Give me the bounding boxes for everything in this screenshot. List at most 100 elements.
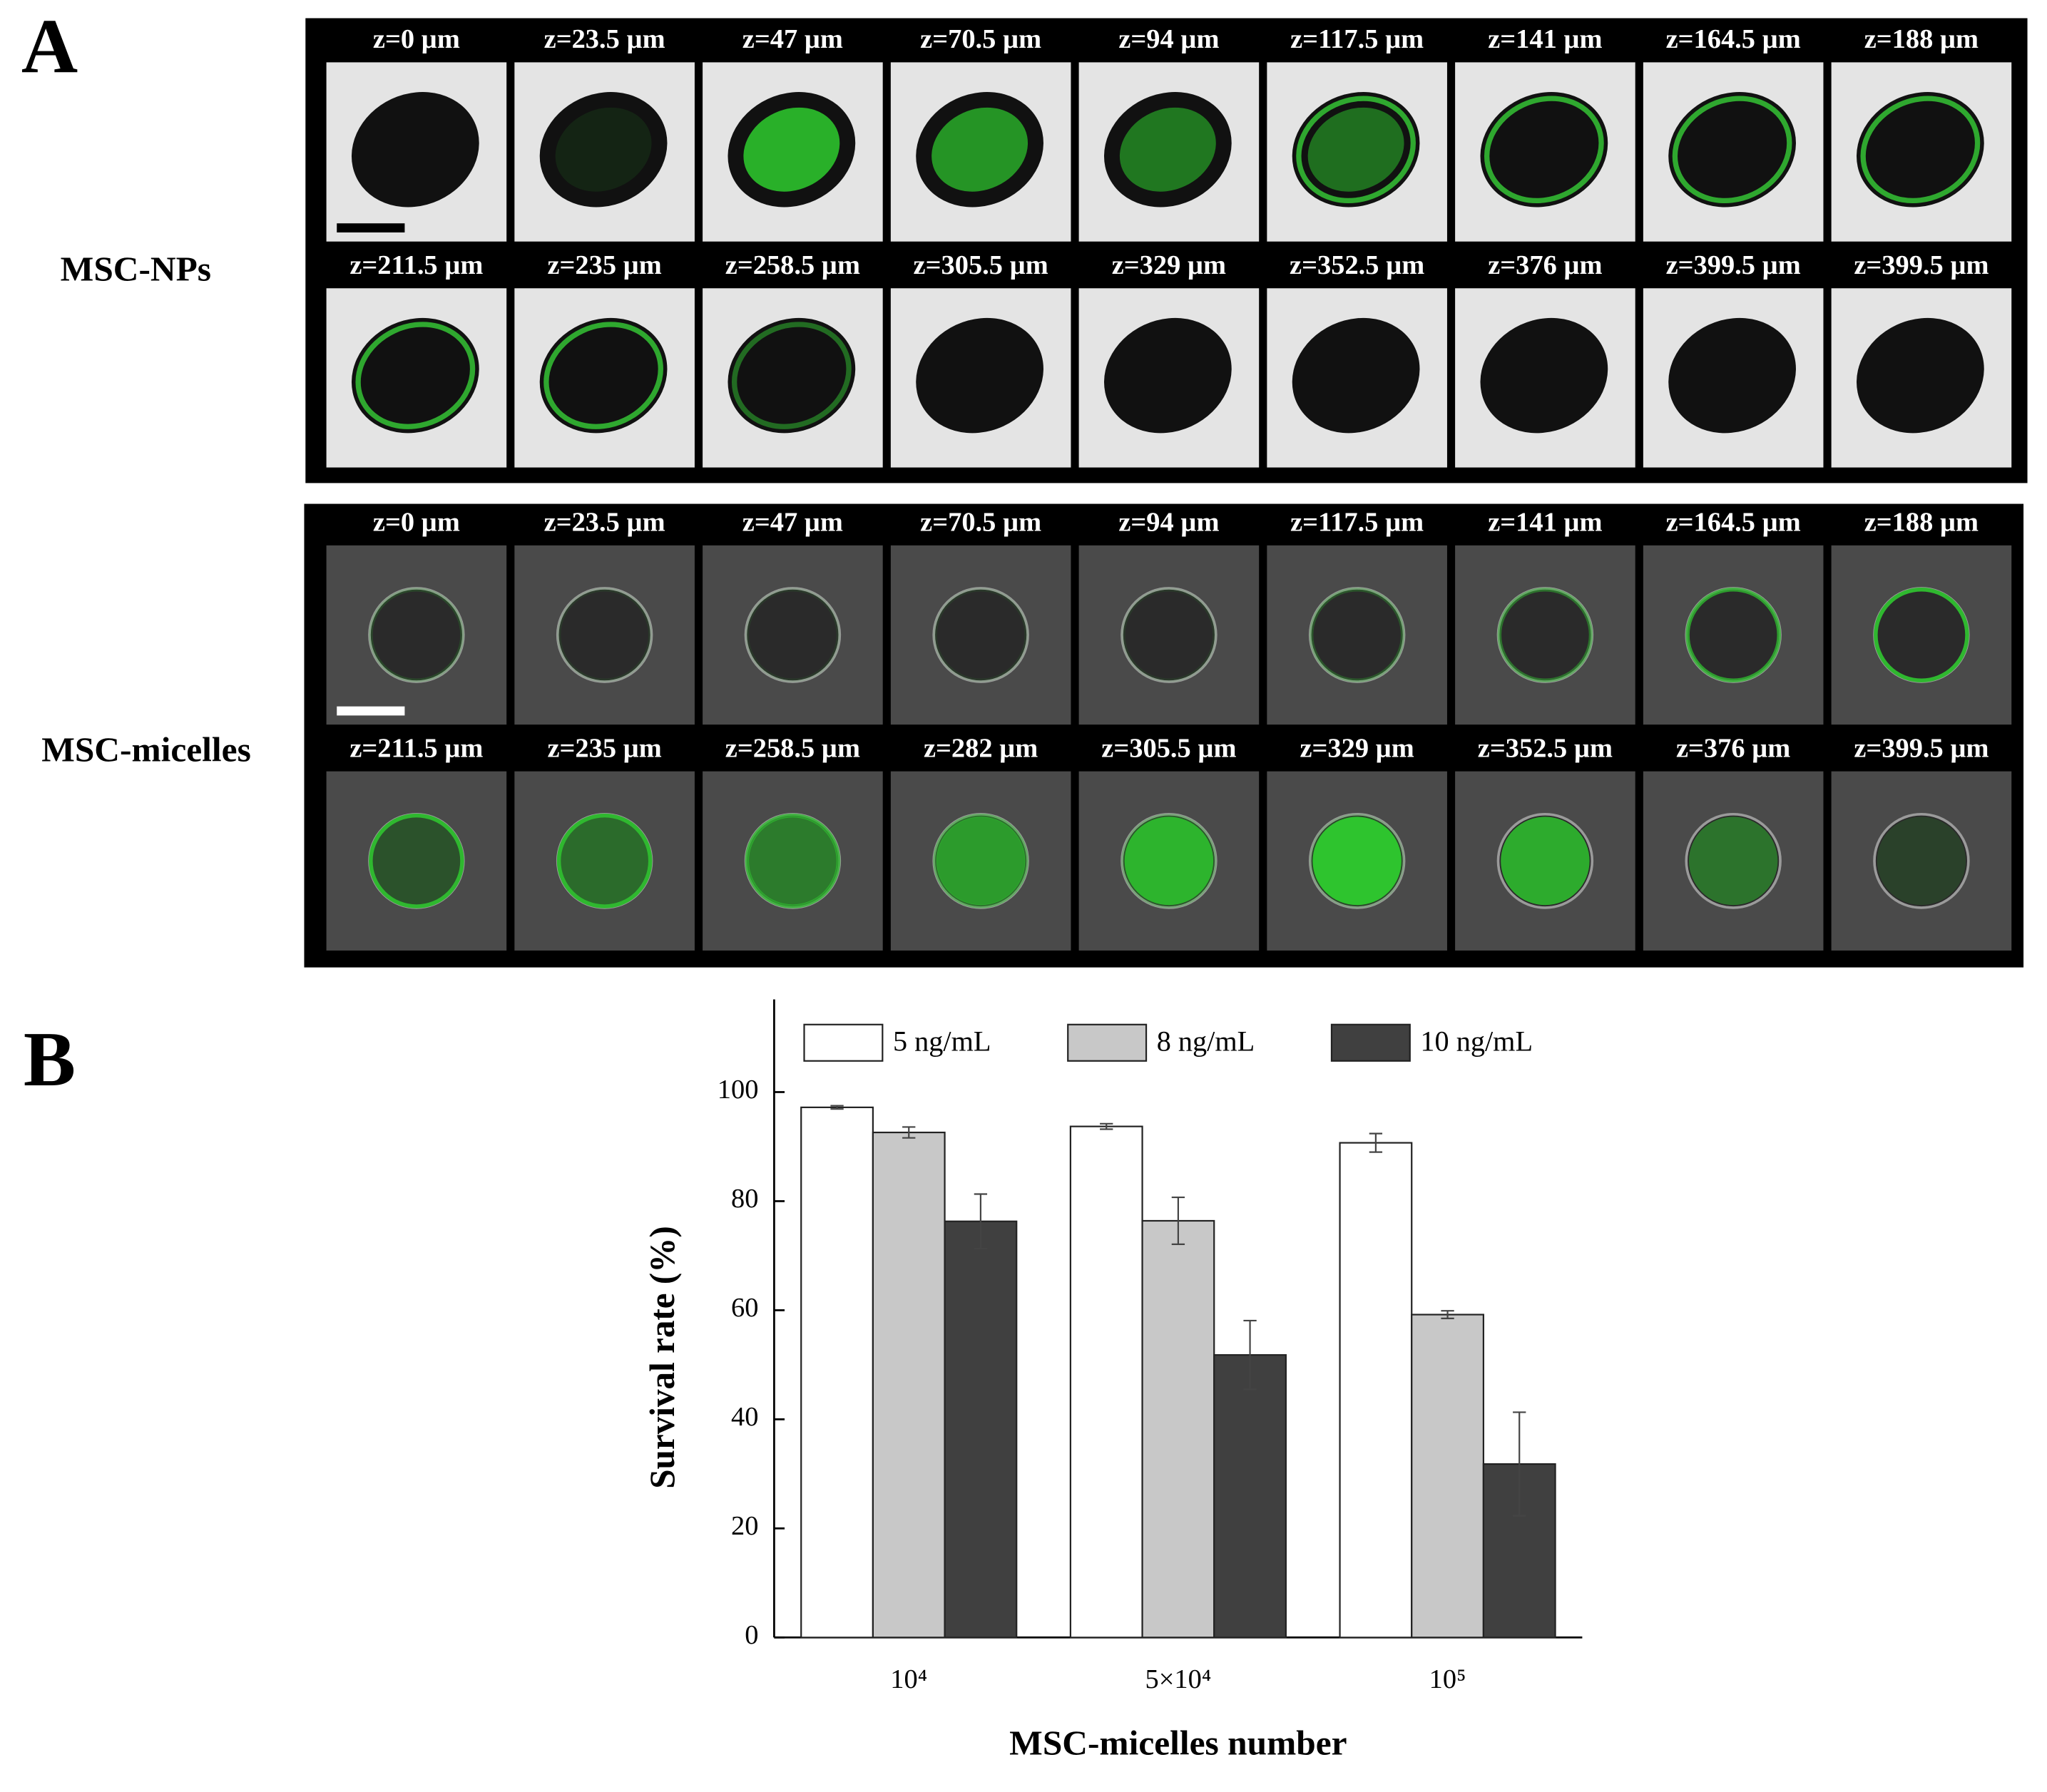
spheroid bbox=[1857, 317, 1984, 434]
depth-label: z=94 µm bbox=[1118, 24, 1219, 54]
bar bbox=[872, 1131, 946, 1639]
depth-label: z=94 µm bbox=[1118, 508, 1219, 538]
fluorescence-ring bbox=[1121, 813, 1217, 908]
depth-label: z=329 µm bbox=[1112, 250, 1226, 280]
fluorescence-ring bbox=[1309, 588, 1405, 682]
error-bar bbox=[974, 1193, 988, 1250]
fluorescence-ring bbox=[745, 588, 841, 682]
depth-label: z=188 µm bbox=[1864, 24, 1979, 54]
depth-label: z=47 µm bbox=[742, 508, 843, 538]
bar bbox=[1411, 1314, 1484, 1639]
fluorescence-ring bbox=[731, 322, 852, 429]
depth-label: z=117.5 µm bbox=[1290, 508, 1424, 538]
spheroid bbox=[1668, 92, 1796, 208]
fluorescence-ring bbox=[556, 588, 653, 682]
depth-label: z=235 µm bbox=[547, 733, 661, 763]
row-label: MSC-micelles bbox=[41, 730, 251, 769]
fluorescence bbox=[372, 816, 461, 906]
depth-label: z=282 µm bbox=[924, 733, 1038, 763]
depth-label: z=70.5 µm bbox=[920, 24, 1041, 54]
depth-label: z=164.5 µm bbox=[1666, 24, 1801, 54]
spheroid bbox=[1857, 92, 1984, 208]
y-tick-label: 40 bbox=[731, 1402, 758, 1432]
fluorescence bbox=[1877, 816, 1966, 906]
spheroid bbox=[539, 317, 668, 434]
scale-bar bbox=[337, 706, 405, 716]
fluorescence bbox=[1119, 107, 1216, 192]
depth-label: z=23.5 µm bbox=[544, 508, 665, 538]
fluorescence-ring bbox=[543, 322, 663, 429]
spheroid bbox=[351, 317, 479, 434]
error-bar bbox=[1243, 1319, 1257, 1391]
y-tick-label: 60 bbox=[731, 1293, 758, 1323]
legend-swatch bbox=[803, 1023, 884, 1062]
fluorescence bbox=[1312, 816, 1402, 906]
depth-label: z=235 µm bbox=[547, 250, 661, 280]
spheroid bbox=[1480, 317, 1608, 434]
spheroid bbox=[539, 92, 668, 208]
fluorescence bbox=[1124, 816, 1214, 906]
depth-label: z=399.5 µm bbox=[1666, 250, 1801, 280]
spheroid bbox=[1308, 587, 1406, 683]
error-bar bbox=[1513, 1411, 1526, 1517]
legend-swatch bbox=[1067, 1023, 1148, 1062]
fluorescence bbox=[1501, 816, 1590, 906]
depth-label: z=352.5 µm bbox=[1290, 250, 1424, 280]
depth-label: z=141 µm bbox=[1488, 24, 1602, 54]
depth-label: z=23.5 µm bbox=[544, 24, 665, 54]
spheroid bbox=[1121, 587, 1218, 683]
fluorescence-ring bbox=[745, 813, 841, 908]
fluorescence-ring bbox=[369, 588, 464, 682]
depth-label: z=376 µm bbox=[1676, 733, 1790, 763]
fluorescence-ring bbox=[1685, 588, 1781, 682]
fluorescence-ring bbox=[1296, 96, 1416, 204]
fluorescence-ring bbox=[933, 813, 1028, 908]
x-tick-label: 10⁵ bbox=[1429, 1664, 1466, 1694]
fluorescence bbox=[555, 107, 652, 192]
depth-label: z=117.5 µm bbox=[1290, 24, 1424, 54]
bar bbox=[1069, 1125, 1143, 1639]
x-axis-label: MSC-micelles number bbox=[1009, 1724, 1347, 1763]
depth-label: z=164.5 µm bbox=[1666, 508, 1801, 538]
spheroid bbox=[1292, 317, 1420, 434]
bar bbox=[1141, 1219, 1215, 1639]
y-tick-label: 0 bbox=[745, 1620, 758, 1650]
fluorescence-ring bbox=[369, 813, 464, 908]
depth-label: z=47 µm bbox=[742, 24, 843, 54]
fluorescence bbox=[743, 107, 840, 192]
error-bar bbox=[1171, 1196, 1185, 1245]
depth-label: z=305.5 µm bbox=[1101, 733, 1236, 763]
fluorescence bbox=[1307, 107, 1404, 192]
legend-swatch bbox=[1330, 1023, 1411, 1062]
fluorescence-ring bbox=[556, 813, 653, 908]
fluorescence-ring bbox=[1672, 96, 1792, 204]
depth-label: z=211.5 µm bbox=[349, 250, 483, 280]
depth-label: z=376 µm bbox=[1488, 250, 1602, 280]
depth-label: z=211.5 µm bbox=[349, 733, 483, 763]
spheroid bbox=[556, 587, 653, 683]
y-axis-label: Survival rate (%) bbox=[643, 1226, 682, 1489]
spheroid bbox=[1480, 92, 1608, 208]
spheroid bbox=[351, 92, 479, 208]
depth-label: z=0 µm bbox=[373, 508, 460, 538]
legend-label: 5 ng/mL bbox=[893, 1025, 991, 1057]
scale-bar bbox=[337, 223, 405, 232]
bar bbox=[1213, 1354, 1287, 1639]
x-tick-label: 10⁴ bbox=[890, 1664, 927, 1694]
depth-label: z=258.5 µm bbox=[725, 733, 860, 763]
panel-label: A bbox=[21, 3, 78, 90]
depth-label: z=70.5 µm bbox=[920, 508, 1041, 538]
fluorescence bbox=[748, 816, 837, 906]
fluorescence bbox=[560, 816, 649, 906]
spheroid bbox=[368, 587, 465, 683]
spheroid bbox=[1668, 317, 1796, 434]
fluorescence-ring bbox=[1309, 813, 1405, 908]
error-bar bbox=[1100, 1122, 1113, 1130]
spheroid bbox=[1873, 812, 1970, 909]
bar bbox=[944, 1220, 1018, 1639]
legend-label: 8 ng/mL bbox=[1157, 1025, 1255, 1057]
spheroid bbox=[1685, 812, 1782, 909]
depth-label: z=399.5 µm bbox=[1854, 733, 1989, 763]
